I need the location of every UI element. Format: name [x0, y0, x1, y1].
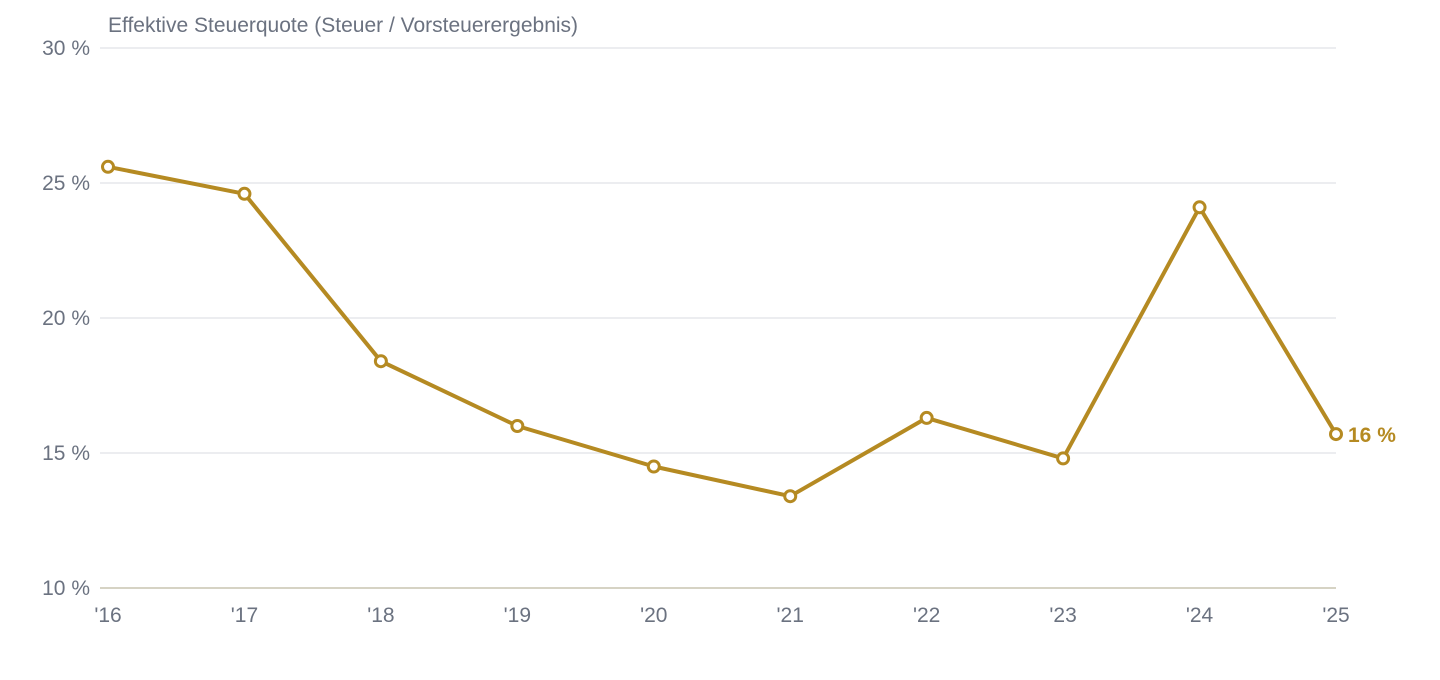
y-tick-label: 25 %	[42, 172, 90, 195]
data-point	[1329, 427, 1343, 442]
x-axis-ticks: '16 '17 '18 '19 '20 '21 '22 '23 '24 '25	[94, 604, 1349, 627]
data-point	[237, 186, 252, 201]
data-point	[783, 489, 798, 504]
data-point	[1192, 200, 1207, 215]
x-tick-label: '20	[640, 604, 667, 627]
chart-subtitle: Effektive Steuerquote (Steuer / Vorsteue…	[108, 14, 578, 37]
x-tick-label: '25	[1322, 604, 1349, 627]
y-tick-label: 10 %	[42, 577, 90, 600]
series-end-label: 16 %	[1348, 424, 1396, 447]
y-tick-label: 20 %	[42, 307, 90, 330]
x-tick-label: '22	[913, 604, 940, 627]
y-tick-label: 15 %	[42, 442, 90, 465]
x-tick-label: '24	[1186, 604, 1214, 627]
x-tick-label: '23	[1049, 604, 1076, 627]
grid-layer	[100, 47, 1336, 589]
data-point	[646, 459, 661, 474]
data-point	[373, 354, 388, 369]
y-tick-label: 30 %	[42, 37, 90, 60]
y-axis-ticks: 10 % 15 % 20 % 25 % 30 %	[42, 37, 90, 600]
series-line	[106, 164, 1338, 499]
series-layer	[101, 159, 1343, 504]
data-point	[919, 410, 934, 425]
data-point	[101, 159, 115, 174]
x-tick-label: '19	[504, 604, 531, 627]
x-tick-label: '16	[94, 604, 121, 627]
x-tick-label: '17	[231, 604, 258, 627]
x-tick-label: '18	[367, 604, 394, 627]
data-point	[510, 419, 525, 433]
data-point	[1056, 451, 1071, 466]
x-tick-label: '21	[777, 604, 804, 627]
